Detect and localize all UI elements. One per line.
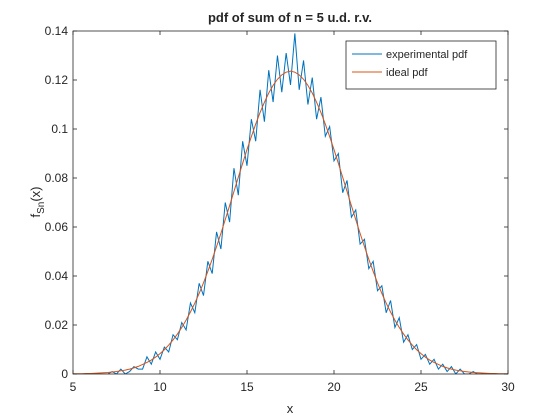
series-line — [73, 70, 508, 374]
axes-box — [72, 30, 509, 375]
series-line — [73, 33, 508, 374]
legend-label: experimental pdf — [386, 49, 468, 61]
y-tick-label: 0.1 — [51, 122, 68, 136]
y-label-sub: Sn — [36, 202, 47, 214]
x-axis-label: x — [287, 401, 294, 416]
y-axis-label: fSn(x) — [28, 186, 47, 217]
x-tick-label: 25 — [414, 380, 428, 394]
legend-box — [345, 40, 497, 90]
x-tick-label: 10 — [153, 380, 167, 394]
y-tick-label: 0.08 — [45, 171, 69, 185]
y-tick-label: 0.04 — [45, 269, 69, 283]
y-tick-label: 0.02 — [45, 318, 69, 332]
y-label-tail: (x) — [28, 186, 43, 201]
y-tick-label: 0.12 — [45, 73, 69, 87]
x-tick-label: 5 — [70, 380, 77, 394]
y-tick-label: 0.06 — [45, 220, 69, 234]
x-tick-label: 30 — [501, 380, 515, 394]
x-tick-label: 20 — [327, 380, 341, 394]
y-label-main: f — [28, 214, 43, 218]
y-tick-label: 0.14 — [45, 24, 69, 38]
chart-title: pdf of sum of n = 5 u.d. r.v. — [208, 10, 372, 25]
x-tick-label: 15 — [240, 380, 254, 394]
y-tick-label: 0 — [61, 367, 68, 381]
legend-label: ideal pdf — [386, 67, 429, 79]
